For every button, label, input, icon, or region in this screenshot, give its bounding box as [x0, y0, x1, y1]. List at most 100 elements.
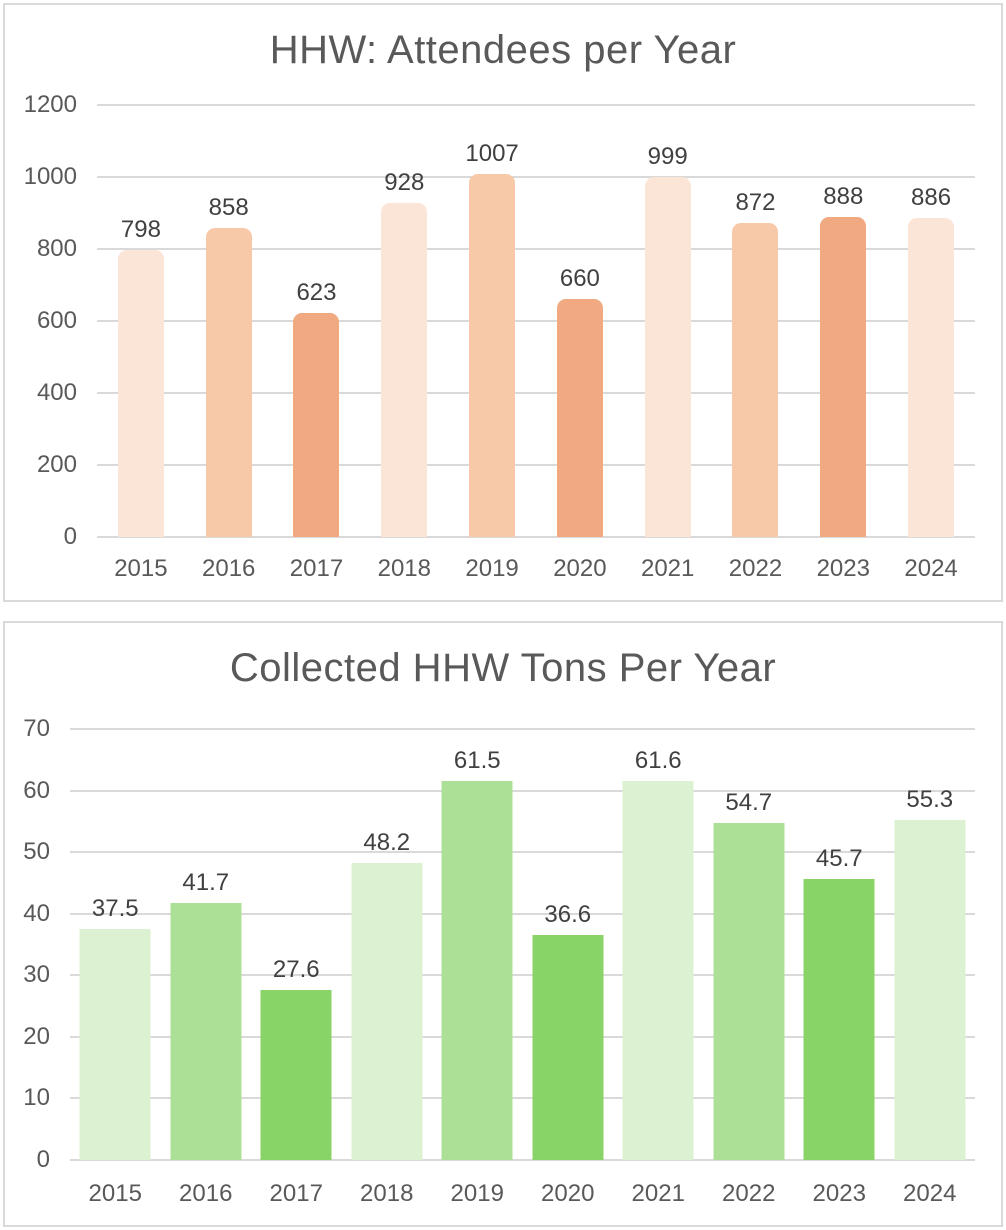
- bar-slot: 41.7: [161, 729, 252, 1160]
- bar-2018: 928: [381, 169, 428, 537]
- gridline: [97, 175, 975, 178]
- y-tick-label: 600: [36, 307, 77, 334]
- y-tick-label: 70: [23, 715, 50, 742]
- x-tick-label: 2018: [377, 555, 431, 582]
- bar-slot: 999: [624, 105, 712, 537]
- bar-2015: 37.5: [79, 895, 151, 1160]
- y-tick-label: 20: [23, 1022, 50, 1050]
- gridline: [97, 391, 975, 394]
- x-tick-label: 2020: [541, 1180, 595, 1207]
- gridline: [70, 974, 975, 977]
- bar-2015: 798: [117, 216, 164, 537]
- bar-slot: 48.2: [342, 729, 433, 1160]
- bar-slot: 45.7: [794, 729, 885, 1160]
- gridline: [97, 104, 975, 106]
- bar-2024: 55.3: [894, 786, 966, 1160]
- gridline: [97, 536, 975, 538]
- bar-slot: 37.5: [70, 729, 161, 1160]
- tons-bar-series: 37.5 41.7 27.6 48.2 61.5 36.6 61.6 54.7 45.7 55.3: [70, 729, 975, 1160]
- y-tick-label: 0: [36, 1146, 50, 1173]
- bar-value-label: 1007: [465, 140, 519, 168]
- bar-2018: 48.2: [351, 829, 423, 1160]
- bar-2022: 54.7: [713, 789, 785, 1160]
- attendees-y-axis: 1200 1000 800 600 400 200 0: [5, 91, 77, 550]
- bar-slot: 928: [360, 105, 448, 537]
- bar-value-label: 623: [296, 278, 337, 306]
- gridline: [97, 464, 975, 466]
- bar-value-label: 858: [208, 194, 249, 222]
- tons-gridlines: [70, 728, 975, 1161]
- attendees-bar-series: 798 858 623 928 1007 660 999 872 888 886: [97, 105, 975, 537]
- bar-slot: 886: [887, 105, 975, 537]
- bar-slot: 54.7: [704, 729, 795, 1160]
- bar-slot: 27.6: [251, 729, 342, 1160]
- bar-value-label: 999: [647, 143, 688, 171]
- bar-2020: 660: [556, 265, 603, 537]
- bar-2017: 27.6: [260, 956, 332, 1160]
- bar-value-label: 798: [120, 215, 161, 243]
- bar-slot: 55.3: [885, 729, 976, 1160]
- x-tick-label: 2016: [179, 1180, 233, 1207]
- y-tick-label: 1200: [23, 91, 77, 118]
- bar-2019: 1007: [465, 140, 519, 537]
- x-tick-label: 2022: [728, 555, 783, 582]
- tons-x-axis: 2015 2016 2017 2018 2019 2020 2021 2022 2023 2024: [70, 1180, 975, 1208]
- bar-value-label: 886: [911, 184, 952, 212]
- y-tick-label: 30: [23, 961, 50, 989]
- bar-2019: 61.5: [441, 747, 513, 1160]
- attendees-chart-title: HHW: Attendees per Year: [269, 28, 737, 72]
- bar-slot: 798: [97, 105, 185, 537]
- bar-value-label: 660: [559, 265, 600, 293]
- gridline: [70, 789, 975, 792]
- bar-slot: 858: [185, 105, 273, 537]
- x-tick-label: 2015: [114, 555, 168, 582]
- bar-value-label: 872: [735, 189, 776, 217]
- x-tick-label: 2023: [812, 1180, 866, 1207]
- bar-value-label: 41.7: [182, 869, 230, 897]
- bar-value-label: 61.6: [634, 746, 682, 774]
- x-tick-label: 2015: [88, 1180, 142, 1207]
- tons-y-axis: 70 60 50 40 30 20 10 0: [5, 715, 50, 1173]
- gridline: [70, 1035, 975, 1038]
- y-tick-label: 50: [23, 838, 50, 866]
- bar-value-label: 888: [823, 183, 864, 211]
- x-tick-label: 2023: [816, 555, 870, 582]
- gridline: [70, 1097, 975, 1100]
- bar-value-label: 36.6: [544, 900, 592, 928]
- bar-2022: 872: [732, 189, 779, 537]
- bar-value-label: 54.7: [725, 789, 773, 817]
- bar-2023: 888: [820, 183, 867, 537]
- tons-plot-area: 37.5 41.7 27.6 48.2 61.5 36.6 61.6 54.7 45.7 55.3: [70, 728, 975, 1161]
- x-tick-label: 2024: [904, 555, 958, 582]
- bar-value-label: 61.5: [453, 747, 501, 775]
- bar-slot: 1007: [448, 105, 536, 537]
- gridline: [70, 1159, 975, 1161]
- x-tick-label: 2019: [465, 555, 519, 582]
- bar-value-label: 27.6: [272, 956, 320, 984]
- gridline: [70, 851, 975, 854]
- attendees-plot-area: 798 858 623 928 1007 660 999 872 888 886: [97, 104, 975, 538]
- bar-value-label: 37.5: [91, 895, 139, 923]
- bar-2024: 886: [908, 184, 955, 537]
- tons-chart-title: Collected HHW Tons Per Year: [229, 646, 777, 690]
- x-tick-label: 2022: [722, 1180, 776, 1207]
- bar-slot: 888: [799, 105, 887, 537]
- y-tick-label: 1000: [23, 162, 77, 190]
- attendees-chart-panel: HHW: Attendees per Year 1200 1000 800 600 40…: [3, 3, 1003, 602]
- bar-slot: 36.6: [523, 729, 614, 1160]
- attendees-gridlines: [97, 104, 975, 538]
- gridline: [97, 320, 975, 322]
- x-tick-label: 2018: [360, 1180, 414, 1207]
- gridline: [70, 912, 975, 915]
- bar-value-label: 45.7: [815, 844, 863, 872]
- y-tick-label: 800: [36, 234, 77, 262]
- bar-value-label: 55.3: [906, 785, 954, 813]
- bar-slot: 660: [536, 105, 624, 537]
- y-tick-label: 60: [23, 776, 50, 804]
- gridline: [70, 728, 975, 730]
- y-tick-label: 400: [36, 378, 77, 406]
- y-tick-label: 40: [23, 899, 50, 927]
- y-tick-label: 200: [36, 451, 77, 478]
- bar-slot: 61.5: [432, 729, 523, 1160]
- y-tick-label: 0: [63, 523, 77, 550]
